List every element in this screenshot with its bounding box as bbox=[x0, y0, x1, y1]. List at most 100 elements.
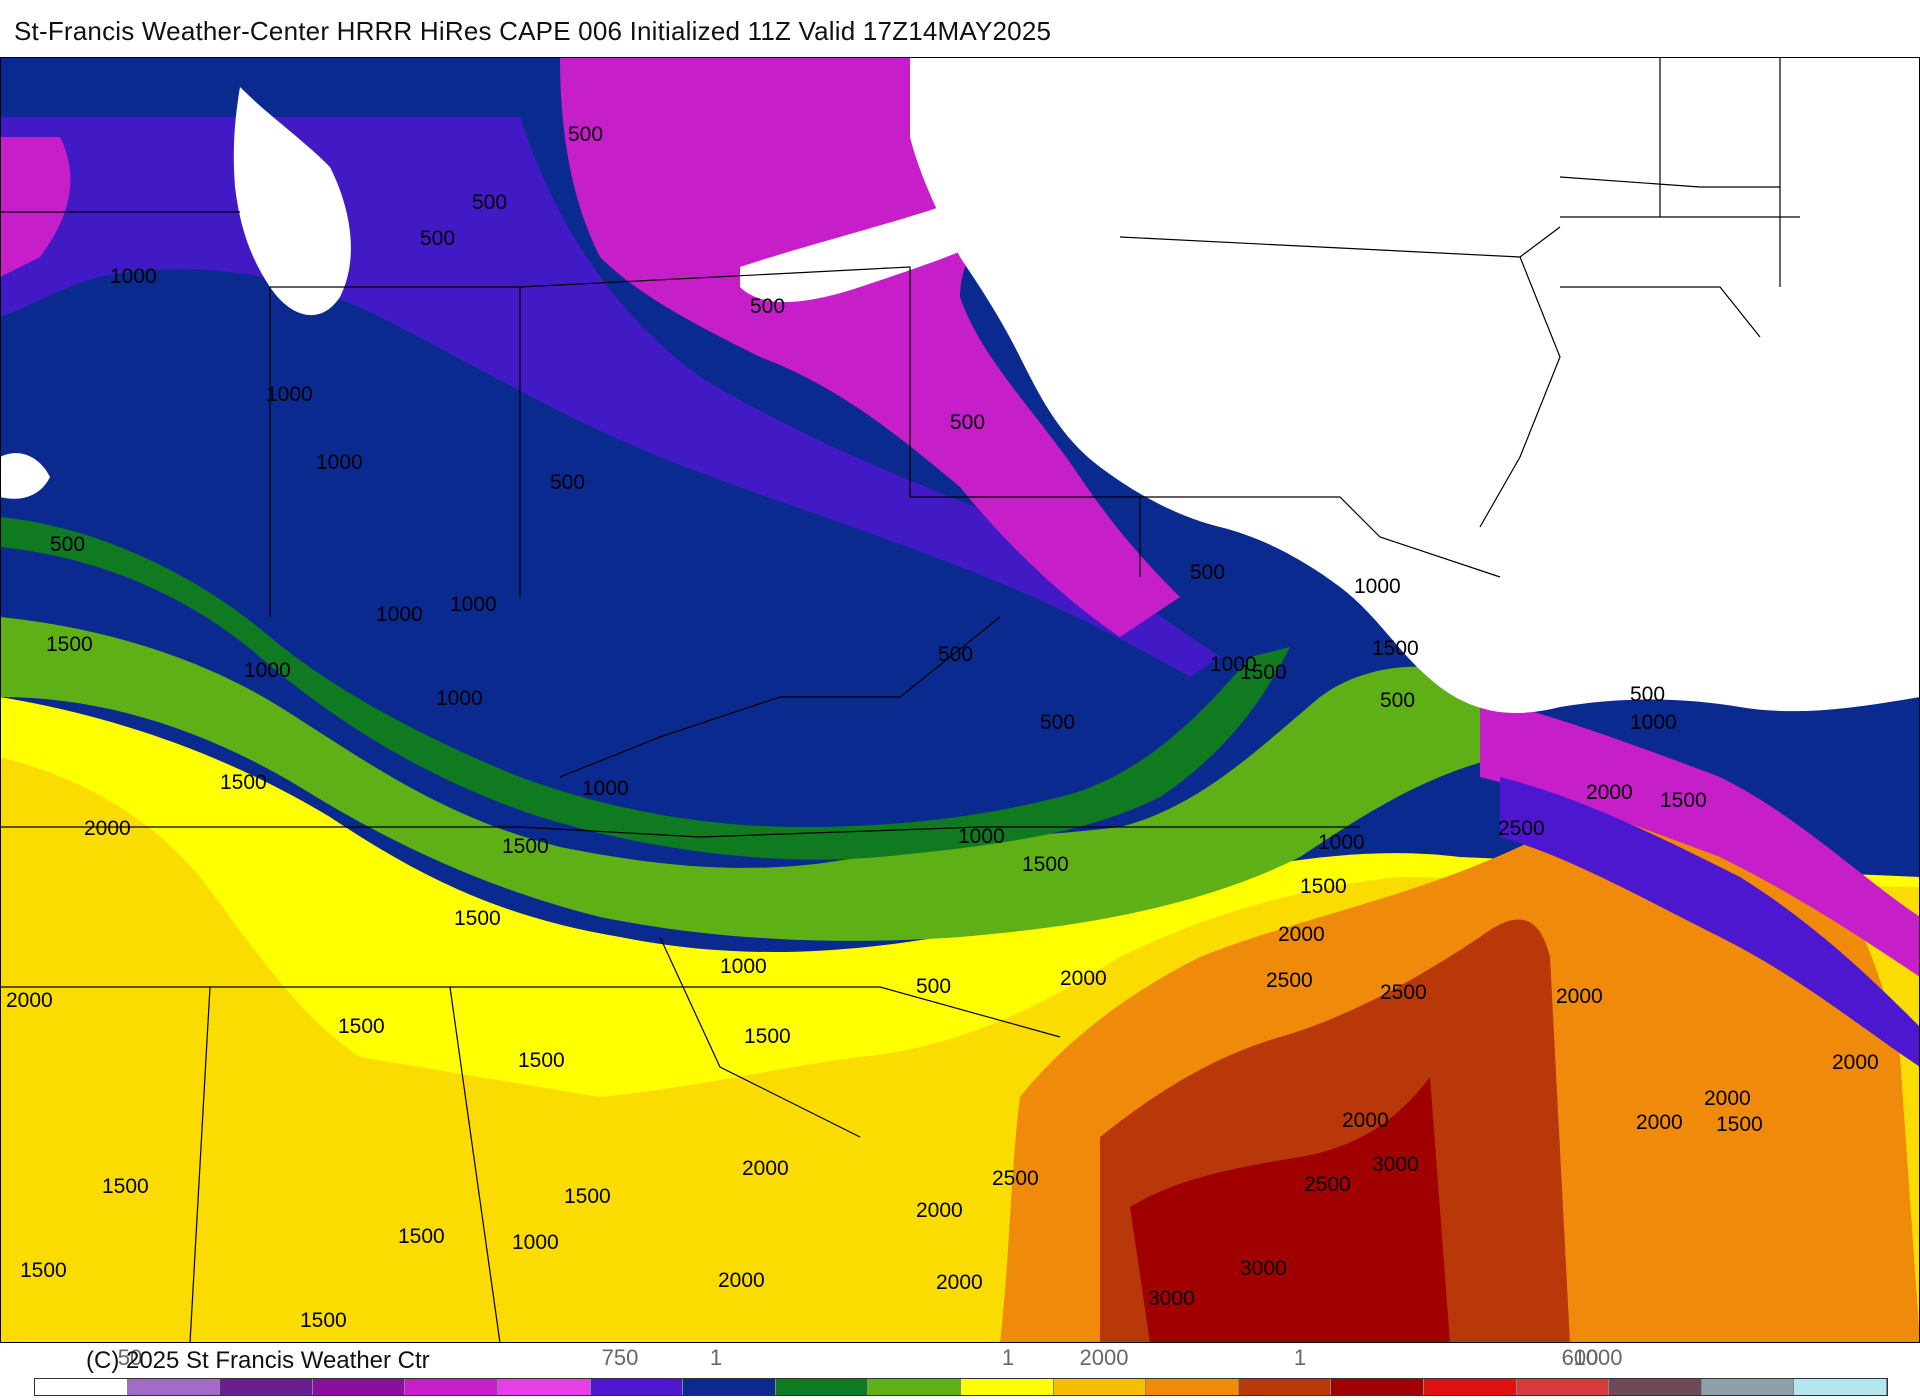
legend-tick: 1 bbox=[1001, 1345, 1015, 1370]
svg-text:1500: 1500 bbox=[502, 835, 549, 858]
svg-text:3000: 3000 bbox=[1372, 1153, 1419, 1176]
legend-tick: 1 bbox=[1293, 1345, 1307, 1370]
legend-color-swatch bbox=[1794, 1379, 1887, 1395]
svg-text:2500: 2500 bbox=[1380, 981, 1427, 1004]
svg-text:1500: 1500 bbox=[454, 907, 501, 930]
svg-text:1000: 1000 bbox=[1630, 711, 1677, 734]
cape-map[interactable]: 500 500 500 1000 500 1000 1000 500 500 5… bbox=[0, 57, 1920, 1343]
cape-band-magenta-coast bbox=[1480, 697, 1920, 977]
svg-text:1500: 1500 bbox=[1716, 1113, 1763, 1136]
svg-text:1000: 1000 bbox=[582, 777, 629, 800]
svg-text:2000: 2000 bbox=[742, 1157, 789, 1180]
legend-color-swatch bbox=[868, 1379, 961, 1395]
legend-color-swatch bbox=[1423, 1379, 1517, 1395]
svg-text:3000: 3000 bbox=[1240, 1257, 1287, 1280]
svg-text:1500: 1500 bbox=[518, 1049, 565, 1072]
cape-band-darkred bbox=[1130, 1077, 1450, 1343]
cape-band-magenta-west bbox=[0, 137, 71, 277]
legend-tick: 750 bbox=[601, 1345, 639, 1370]
svg-text:500: 500 bbox=[1380, 689, 1415, 712]
svg-text:1500: 1500 bbox=[564, 1185, 611, 1208]
svg-text:2500: 2500 bbox=[1266, 969, 1313, 992]
svg-text:1500: 1500 bbox=[1660, 789, 1707, 812]
svg-text:1000: 1000 bbox=[450, 593, 497, 616]
legend-tick: 50 bbox=[117, 1345, 143, 1370]
svg-text:2000: 2000 bbox=[1556, 985, 1603, 1008]
svg-text:2000: 2000 bbox=[1636, 1111, 1683, 1134]
svg-text:1500: 1500 bbox=[1022, 853, 1069, 876]
svg-text:2000: 2000 bbox=[84, 817, 131, 840]
svg-text:2500: 2500 bbox=[1498, 817, 1545, 840]
legend-color-swatch bbox=[405, 1379, 498, 1395]
cape-zero-northeast bbox=[910, 57, 1920, 713]
legend-color-swatch bbox=[775, 1379, 869, 1395]
svg-text:1000: 1000 bbox=[110, 265, 157, 288]
svg-text:500: 500 bbox=[420, 227, 455, 250]
legend-color-swatch bbox=[312, 1379, 406, 1395]
legend-color-swatch bbox=[1053, 1379, 1147, 1395]
svg-text:2500: 2500 bbox=[992, 1167, 1039, 1190]
svg-text:1500: 1500 bbox=[338, 1015, 385, 1038]
svg-text:500: 500 bbox=[916, 975, 951, 998]
svg-text:500: 500 bbox=[472, 191, 507, 214]
svg-text:500: 500 bbox=[1040, 711, 1075, 734]
lake-superior-edge bbox=[0, 453, 50, 499]
svg-text:500: 500 bbox=[1630, 683, 1665, 706]
svg-text:1000: 1000 bbox=[244, 659, 291, 682]
cape-band-darkgreen bbox=[0, 517, 1290, 860]
svg-text:500: 500 bbox=[950, 411, 985, 434]
legend-color-swatch bbox=[497, 1379, 591, 1395]
legend-tick: 600 bbox=[1561, 1345, 1599, 1370]
svg-text:1000: 1000 bbox=[958, 825, 1005, 848]
svg-text:2500: 2500 bbox=[1304, 1173, 1351, 1196]
svg-text:2000: 2000 bbox=[1278, 923, 1325, 946]
svg-text:1000: 1000 bbox=[316, 451, 363, 474]
svg-text:2000: 2000 bbox=[1342, 1109, 1389, 1132]
svg-text:2000: 2000 bbox=[1704, 1087, 1751, 1110]
svg-text:1000: 1000 bbox=[1318, 831, 1365, 854]
svg-text:1500: 1500 bbox=[744, 1025, 791, 1048]
svg-text:2000: 2000 bbox=[1586, 781, 1633, 804]
legend-color-swatch bbox=[35, 1379, 128, 1395]
cape-band-green bbox=[0, 617, 1500, 941]
svg-text:500: 500 bbox=[750, 295, 785, 318]
legend-tick: 2000 bbox=[1079, 1345, 1129, 1370]
legend-color-swatch bbox=[1701, 1379, 1795, 1395]
cape-band-purple-coast bbox=[1500, 777, 1920, 1067]
legend-color-swatch bbox=[1516, 1379, 1610, 1395]
svg-text:1500: 1500 bbox=[1300, 875, 1347, 898]
legend-color-swatch bbox=[220, 1379, 313, 1395]
svg-text:500: 500 bbox=[938, 643, 973, 666]
svg-text:1000: 1000 bbox=[266, 383, 313, 406]
cape-band-magenta bbox=[560, 57, 1180, 637]
legend-color-swatch bbox=[1331, 1379, 1424, 1395]
svg-text:1000: 1000 bbox=[1354, 575, 1401, 598]
contour-labels: 500 500 500 1000 500 1000 1000 500 500 5… bbox=[6, 123, 1879, 1332]
svg-text:1500: 1500 bbox=[20, 1259, 67, 1282]
svg-text:2000: 2000 bbox=[916, 1199, 963, 1222]
svg-text:1500: 1500 bbox=[102, 1175, 149, 1198]
svg-text:500: 500 bbox=[50, 533, 85, 556]
svg-text:2000: 2000 bbox=[1060, 967, 1107, 990]
legend-tick: 1 bbox=[709, 1345, 723, 1370]
page-title: St-Francis Weather-Center HRRR HiRes CAP… bbox=[14, 16, 1052, 46]
svg-text:2000: 2000 bbox=[718, 1269, 765, 1292]
legend-color-swatch bbox=[960, 1379, 1054, 1395]
svg-text:1000: 1000 bbox=[512, 1231, 559, 1254]
svg-text:1500: 1500 bbox=[46, 633, 93, 656]
map-border bbox=[0, 57, 1920, 1343]
svg-text:1000: 1000 bbox=[436, 687, 483, 710]
svg-text:500: 500 bbox=[1190, 561, 1225, 584]
lake-michigan bbox=[233, 87, 351, 316]
svg-text:2000: 2000 bbox=[936, 1271, 983, 1294]
svg-text:1500: 1500 bbox=[300, 1309, 347, 1332]
svg-text:1000: 1000 bbox=[376, 603, 423, 626]
legend-tick-labels: 50 750 1 1 2000 1 600 1000 bbox=[0, 1345, 1920, 1375]
legend-color-swatch bbox=[1238, 1379, 1332, 1395]
legend-color-swatch bbox=[683, 1379, 776, 1395]
svg-text:1500: 1500 bbox=[398, 1225, 445, 1248]
svg-text:3000: 3000 bbox=[1148, 1287, 1195, 1310]
svg-text:1500: 1500 bbox=[1240, 661, 1287, 684]
svg-text:500: 500 bbox=[568, 123, 603, 146]
legend-color-swatch bbox=[127, 1379, 221, 1395]
